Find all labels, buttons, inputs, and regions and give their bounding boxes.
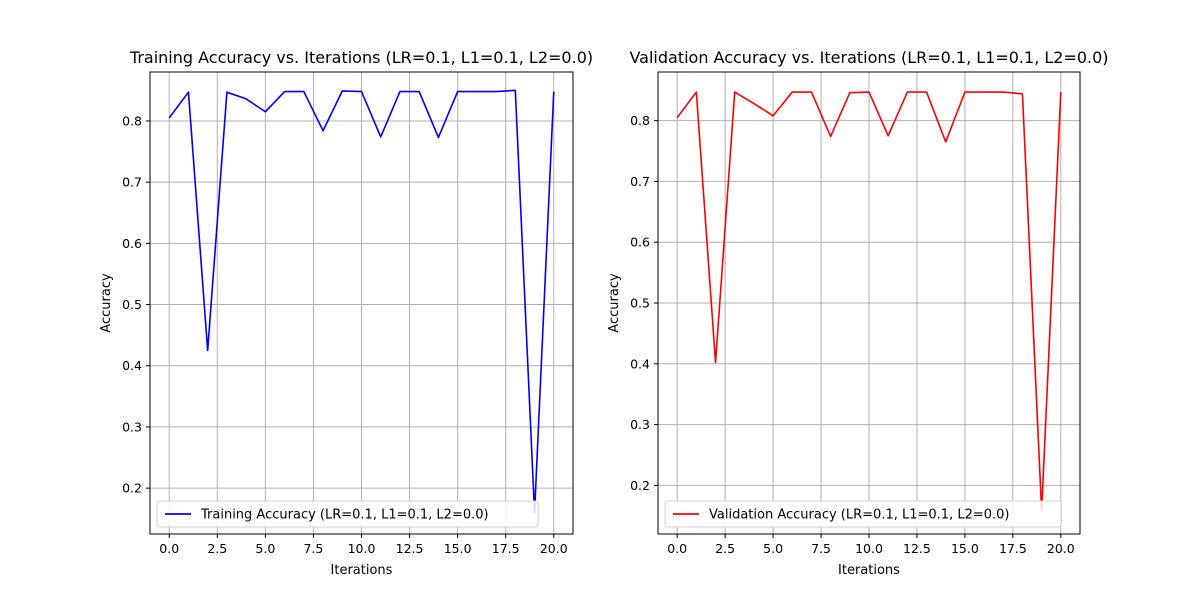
chart-2-x-tick-label-4: 10.0 [855,541,883,556]
chart-2-legend-label-0: Validation Accuracy (LR=0.1, L1=0.1, L2=… [709,508,1010,523]
chart-1-y-tick-label-3: 0.5 [122,297,142,312]
chart-2-x-tick-label-2: 5.0 [763,541,783,556]
chart-1-x-tick-label-6: 15.0 [444,541,472,556]
chart-1: 0.0 2.5 5.0 7.5 10.0 12.5 15.0 17.5 20.0 0.2 0.3 0.… [99,48,593,578]
chart-2-series-line-0 [676,91,1062,512]
chart-1-y-tick-label-4: 0.6 [122,236,142,251]
chart-1-x-axis-label: Iterations [331,563,393,578]
chart-1-series-line-0 [168,89,555,514]
chart-1-y-tick-label-2: 0.4 [122,358,142,373]
chart-2-x-axis-label: Iterations [838,563,900,578]
chart-2-x-tick-label-6: 15.0 [951,541,979,556]
chart-2-y-tick-label-4: 0.6 [630,235,650,250]
chart-2-x-tick-label-7: 17.5 [999,541,1027,556]
chart-2-x-tick-label-3: 7.5 [811,541,831,556]
chart-1-title: Training Accuracy vs. Iterations (LR=0.1… [129,48,593,67]
chart-1-x-tick-label-5: 12.5 [396,541,424,556]
chart-1-y-tick-label-5: 0.7 [122,175,142,190]
chart-1-x-tick-label-7: 17.5 [492,541,520,556]
chart-2-legend: Validation Accuracy (LR=0.1, L1=0.1, L2=… [664,500,1062,528]
chart-1-x-tick-label-2: 5.0 [255,541,275,556]
chart-1-x-tick-label-4: 10.0 [348,541,376,556]
chart-2-y-axis-label: Accuracy [607,273,622,333]
chart-2-grid [658,72,1080,534]
chart-2-x-tick-label-1: 2.5 [715,541,735,556]
chart-2-y-tick-label-6: 0.8 [630,113,650,128]
chart-1-legend: Training Accuracy (LR=0.1, L1=0.1, L2=0.… [156,500,539,528]
chart-1-y-tick-label-1: 0.3 [122,419,142,434]
chart-2-y-tick-label-5: 0.7 [630,174,650,189]
chart-1-y-tick-label-6: 0.8 [122,113,142,128]
chart-1-grid [150,72,573,534]
chart-1-y-axis-label: Accuracy [99,273,114,333]
chart-2-y-tick-label-2: 0.4 [630,356,650,371]
chart-2-x-tick-label-5: 12.5 [903,541,931,556]
chart-1-x-tick-label-3: 7.5 [303,541,323,556]
chart-1-legend-label-0: Training Accuracy (LR=0.1, L1=0.1, L2=0.… [200,508,489,523]
chart-1-x-tick-label-1: 2.5 [207,541,227,556]
chart-2-title: Validation Accuracy vs. Iterations (LR=0… [629,48,1108,67]
chart-2-legend-box [664,500,1062,528]
chart-1-x-tick-label-0: 0.0 [159,541,179,556]
chart-1-legend-box [156,500,539,528]
chart-2-x-tick-label-0: 0.0 [667,541,687,556]
chart-2-y-tick-label-0: 0.2 [630,478,650,493]
chart-2-y-tick-label-1: 0.3 [630,417,650,432]
chart-1-x-tick-label-8: 20.0 [540,541,568,556]
chart-2: 0.0 2.5 5.0 7.5 10.0 12.5 15.0 17.5 20.0 0.2 0.3 0.… [607,48,1109,578]
chart-2-y-tick-label-3: 0.5 [630,296,650,311]
chart-2-x-tick-label-8: 20.0 [1047,541,1075,556]
chart-1-y-tick-label-0: 0.2 [122,481,142,496]
